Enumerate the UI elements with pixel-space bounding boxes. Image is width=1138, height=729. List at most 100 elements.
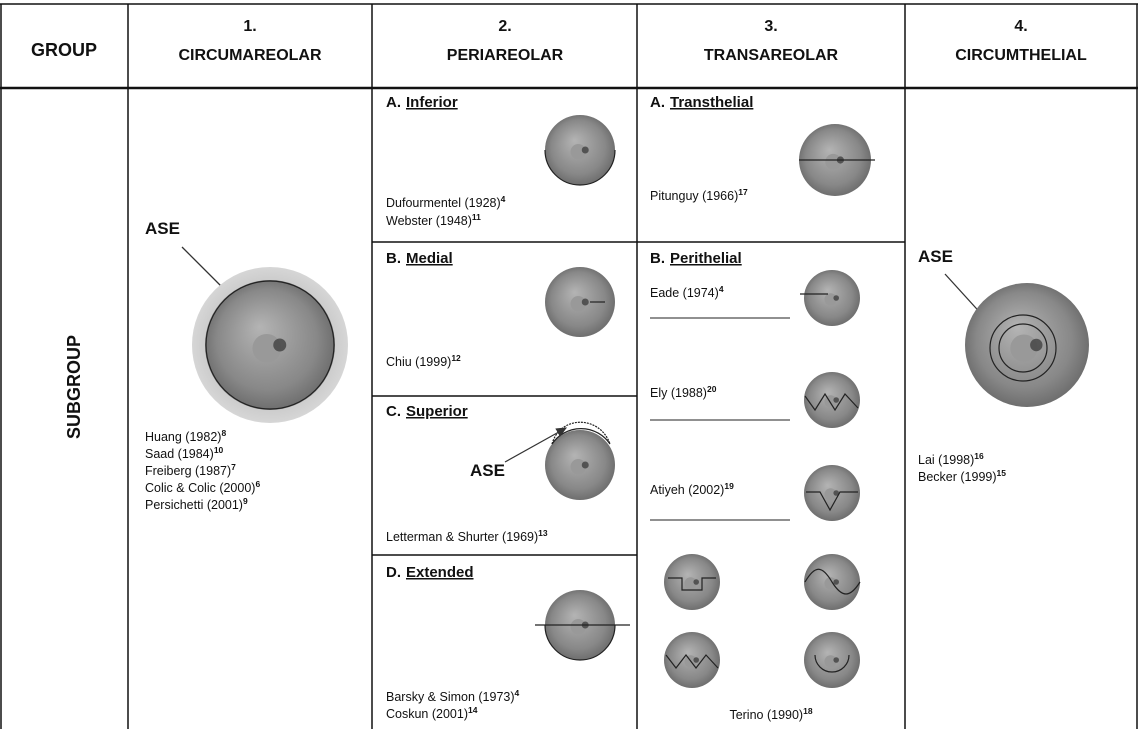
- nipple-shadow: [833, 295, 839, 301]
- subgroup-heading: C. Superior: [386, 403, 468, 420]
- subgroup-heading: B. Perithelial: [650, 250, 742, 267]
- nipple: [252, 333, 282, 363]
- citation: Saad (1984)10: [145, 445, 224, 461]
- subgroup-heading: A. Transthelial: [650, 94, 753, 111]
- column-title: CIRCUMTHELIAL: [955, 47, 1087, 64]
- citation-ref: 11: [472, 212, 481, 222]
- incision: [544, 624, 616, 661]
- citation-text: Becker (1999): [918, 470, 997, 484]
- nipple-shadow: [273, 338, 287, 352]
- citation-ref: 18: [803, 706, 813, 716]
- group-label: GROUP: [31, 40, 97, 60]
- citation-text: Coskun (2001): [386, 707, 468, 721]
- nipple: [570, 619, 586, 635]
- nipple-shadow: [693, 579, 699, 585]
- citation-ref: 8: [221, 428, 226, 438]
- incision: [544, 149, 616, 186]
- citation-text: Colic & Colic (2000): [145, 481, 255, 495]
- subgroup-name: Inferior: [406, 94, 458, 111]
- citation-ref: 9: [243, 496, 248, 506]
- citation: Webster (1948)11: [386, 212, 481, 228]
- citation-text: Letterman & Shurter (1969): [386, 530, 538, 544]
- citation: Chiu (1999)12: [386, 353, 461, 369]
- subgroup-name: Extended: [406, 564, 474, 581]
- nipple-shadow: [581, 298, 589, 306]
- citation: Barsky & Simon (1973)4: [386, 688, 520, 704]
- citation-ref: 14: [468, 705, 478, 715]
- subgroup-name: Perithelial: [670, 250, 742, 267]
- citation-text: Ely (1988): [650, 386, 707, 400]
- citation-ref: 7: [231, 462, 236, 472]
- annotation: ASE: [918, 247, 953, 266]
- citation-text: Freiberg (1987): [145, 464, 231, 478]
- nipple-shadow: [833, 579, 839, 585]
- column-number: 4.: [1014, 18, 1027, 35]
- subgroup-letter: D.: [386, 564, 401, 581]
- incision: [551, 427, 611, 445]
- nipple-shadow: [693, 657, 699, 663]
- nipple: [824, 293, 837, 306]
- citation-text: Dufourmentel (1928): [386, 196, 501, 210]
- column-number: 1.: [243, 18, 256, 35]
- incision: [205, 280, 335, 410]
- citation-text: Terino (1990): [729, 708, 803, 722]
- column-title: TRANSAREOLAR: [704, 47, 839, 64]
- citation: Colic & Colic (2000)6: [145, 479, 260, 495]
- arrow: [504, 427, 568, 463]
- column-number: 3.: [764, 18, 777, 35]
- citation-text: Eade (1974): [650, 286, 719, 300]
- citation: Becker (1999)15: [918, 468, 1006, 484]
- subgroup-heading: D. Extended: [386, 564, 474, 581]
- citation-ref: 15: [997, 468, 1007, 478]
- subgroup-letter: A.: [650, 94, 665, 111]
- nipple: [824, 488, 837, 501]
- subgroup-heading: B. Medial: [386, 250, 453, 267]
- citation-ref: 17: [738, 187, 748, 197]
- citation: Persichetti (2001)9: [145, 496, 248, 512]
- subgroup-name: Transthelial: [670, 94, 753, 111]
- citation-ref: 20: [707, 384, 717, 394]
- citation-ref: 4: [515, 688, 520, 698]
- citation-ref: 19: [724, 481, 734, 491]
- citation-text: Persichetti (2001): [145, 498, 243, 512]
- citation: Terino (1990)18: [729, 706, 812, 722]
- citation: Ely (1988)20: [650, 384, 717, 400]
- nipple-shadow: [1030, 338, 1043, 352]
- citation: Letterman & Shurter (1969)13: [386, 528, 548, 544]
- incision: [806, 491, 858, 512]
- citation-ref: 10: [214, 445, 224, 455]
- nipple: [1010, 334, 1038, 362]
- citation-ref: 12: [451, 353, 461, 363]
- citation-ref: 4: [719, 284, 724, 294]
- citation-ref: 16: [974, 451, 984, 461]
- citation: Huang (1982)8: [145, 428, 226, 444]
- incision: [814, 654, 850, 673]
- citation: Freiberg (1987)7: [145, 462, 236, 478]
- table-grid: [0, 3, 1138, 729]
- nipple: [684, 577, 697, 590]
- citation-text: Webster (1948): [386, 214, 472, 228]
- citation-text: Barsky & Simon (1973): [386, 690, 515, 704]
- nipple: [824, 655, 837, 668]
- citation: Pitunguy (1966)17: [650, 187, 748, 203]
- subgroup-heading: A. Inferior: [386, 94, 458, 111]
- citation-ref: 4: [501, 194, 506, 204]
- citation: Lai (1998)16: [918, 451, 984, 467]
- incision: [668, 577, 716, 591]
- nipple: [570, 296, 586, 312]
- nipple-shadow: [581, 461, 589, 469]
- subgroup-letter: C.: [386, 403, 401, 420]
- citation-ref: 13: [538, 528, 548, 538]
- annotation: ASE: [145, 219, 180, 238]
- incision: [804, 392, 859, 412]
- citation: Dufourmentel (1928)4: [386, 194, 506, 210]
- citation: Atiyeh (2002)19: [650, 481, 734, 497]
- incision: [989, 314, 1057, 382]
- nipple: [570, 459, 586, 475]
- incision: [804, 568, 861, 595]
- subgroup-letter: B.: [386, 250, 401, 267]
- nipple-shadow: [833, 397, 839, 403]
- nipple-shadow: [833, 490, 839, 496]
- citation: Coskun (2001)14: [386, 705, 478, 721]
